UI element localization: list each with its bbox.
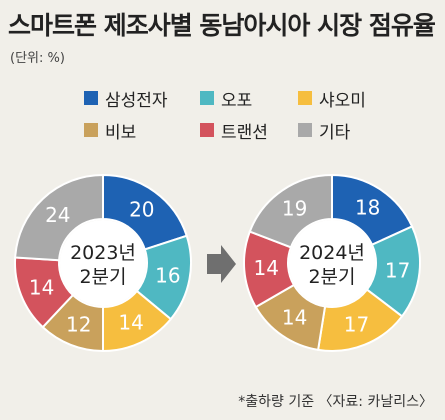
slice-value-label: 17 bbox=[385, 258, 410, 282]
slice-value-label: 19 bbox=[282, 197, 307, 221]
slice-value-label: 20 bbox=[129, 198, 154, 222]
legend-label: 삼성전자 bbox=[105, 90, 168, 111]
donut-center-label: 2분기 bbox=[308, 266, 355, 288]
legend-swatch bbox=[200, 91, 214, 105]
legend-swatch bbox=[298, 123, 312, 137]
legend-swatch bbox=[298, 91, 312, 105]
donut-center-label: 2023년 bbox=[70, 242, 136, 264]
slice-value-label: 17 bbox=[344, 312, 369, 336]
slice-value-label: 14 bbox=[29, 275, 54, 299]
legend-label: 비보 bbox=[105, 122, 137, 143]
legend-item-xiaomi: 샤오미 bbox=[298, 88, 366, 111]
slice-value-label: 12 bbox=[66, 312, 91, 336]
donut-center-label: 2024년 bbox=[299, 242, 365, 264]
slice-value-label: 18 bbox=[355, 195, 380, 219]
legend-item-others: 기타 bbox=[298, 120, 351, 143]
legend-label: 오포 bbox=[221, 90, 253, 111]
unit-label: (단위: %) bbox=[10, 51, 65, 66]
legend-item-transsion: 트랜션 bbox=[200, 120, 268, 143]
legend-swatch bbox=[84, 123, 98, 137]
donut-slice bbox=[14, 173, 104, 262]
legend-item-samsung: 삼성전자 bbox=[84, 88, 168, 111]
arrow-icon bbox=[207, 245, 236, 283]
legend-swatch bbox=[200, 123, 214, 137]
legend-swatch bbox=[84, 91, 98, 105]
slice-value-label: 14 bbox=[282, 305, 307, 329]
donut-slice bbox=[248, 173, 333, 249]
slice-value-label: 24 bbox=[45, 203, 70, 227]
donut-hole bbox=[289, 220, 375, 306]
legend-label: 샤오미 bbox=[319, 90, 366, 111]
legend-item-oppo: 오포 bbox=[200, 88, 253, 111]
legend-item-vivo: 비보 bbox=[84, 120, 137, 143]
chart-title: 스마트폰 제조사별 동남아시아 시장 점유율 bbox=[8, 11, 436, 40]
legend: 삼성전자 오포 샤오미 비보 트랜션 기타 bbox=[0, 0, 445, 160]
source-note: *출하량 기준 〈자료: 카날리스〉 bbox=[238, 394, 433, 410]
donut-hole bbox=[60, 220, 146, 306]
legend-label: 기타 bbox=[319, 122, 351, 143]
slice-value-label: 14 bbox=[118, 311, 143, 335]
slice-value-label: 14 bbox=[253, 256, 278, 280]
slice-value-label: 16 bbox=[155, 263, 180, 287]
legend-label: 트랜션 bbox=[221, 122, 268, 143]
donut-center-label: 2분기 bbox=[79, 266, 126, 288]
